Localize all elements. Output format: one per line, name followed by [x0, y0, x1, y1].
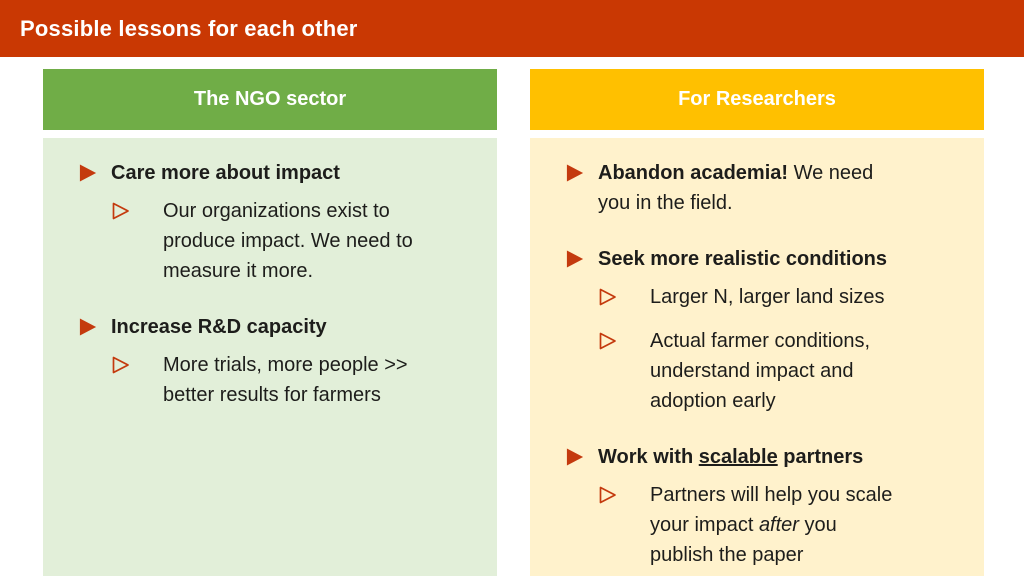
- bullet-text: Care more about impact: [111, 158, 340, 188]
- text-run: after: [758, 514, 799, 536]
- bullet-text: Work with scalable partners: [598, 442, 863, 472]
- sub-bullet-outline-triangle-icon: [112, 202, 129, 220]
- bullet-filled-triangle-icon: [566, 164, 584, 182]
- bullet-filled-triangle-icon: [79, 164, 97, 182]
- text-run: Partners will help you scale your impact: [650, 484, 893, 536]
- sub-bullet-item: Partners will help you scale your impact…: [530, 480, 964, 570]
- text-run: Seek more realistic conditions: [598, 248, 887, 270]
- bullet-filled-triangle-icon: [566, 448, 584, 466]
- bullet-item: Work with scalable partners: [530, 442, 964, 472]
- sub-bullet-outline-triangle-icon: [599, 288, 616, 306]
- text-run: Actual farmer conditions, understand imp…: [650, 330, 871, 412]
- sub-bullet-item: Actual farmer conditions, understand imp…: [530, 326, 964, 416]
- column-header-ngo: The NGO sector: [43, 69, 497, 130]
- bullet-filled-triangle-icon: [79, 318, 97, 336]
- bullet-text: More trials, more people >> better resul…: [163, 350, 408, 410]
- text-run: Care more about impact: [111, 162, 340, 184]
- bullet-text: Actual farmer conditions, understand imp…: [650, 326, 870, 416]
- column-ngo-sector: The NGO sector Care more about impact Our…: [43, 69, 497, 576]
- slide-title: Possible lessons for each other: [20, 15, 358, 41]
- bullet-item: Care more about impact: [43, 158, 477, 188]
- column-header-researchers-label: For Researchers: [678, 88, 836, 110]
- bullet-filled-triangle-icon: [566, 250, 584, 268]
- bullet-text: Our organizations exist to produce impac…: [163, 196, 413, 286]
- text-run: scalable: [698, 446, 778, 468]
- column-header-ngo-label: The NGO sector: [193, 88, 347, 110]
- bullet-text: Increase R&D capacity: [111, 312, 327, 342]
- two-column-layout: The NGO sector Care more about impact Our…: [0, 69, 1024, 576]
- column-body-ngo: Care more about impact Our organizations …: [43, 138, 497, 576]
- column-researchers: For Researchers Abandon academia! We nee…: [530, 69, 984, 576]
- sub-bullet-item: Larger N, larger land sizes: [530, 282, 964, 312]
- sub-bullet-item: More trials, more people >> better resul…: [43, 350, 477, 410]
- text-run: you publish the paper: [650, 514, 837, 566]
- sub-bullet-outline-triangle-icon: [599, 486, 616, 504]
- slide-title-bar: Possible lessons for each other: [0, 0, 1024, 57]
- column-header-researchers: For Researchers: [530, 69, 984, 130]
- bullet-text: Partners will help you scale your impact…: [650, 480, 892, 570]
- bullet-text: Larger N, larger land sizes: [650, 282, 885, 312]
- bullet-text: Abandon academia! We need you in the fie…: [598, 158, 873, 218]
- text-run: We need you in the field.: [598, 162, 874, 214]
- text-run: More trials, more people >> better resul…: [163, 354, 408, 406]
- bullet-item: Increase R&D capacity: [43, 312, 477, 342]
- text-run: Our organizations exist to produce impac…: [163, 200, 413, 282]
- sub-bullet-outline-triangle-icon: [599, 332, 616, 350]
- text-run: Abandon academia!: [598, 162, 789, 184]
- bullet-item: Seek more realistic conditions: [530, 244, 964, 274]
- sub-bullet-item: Our organizations exist to produce impac…: [43, 196, 477, 286]
- text-run: Larger N, larger land sizes: [650, 286, 885, 308]
- text-run: Increase R&D capacity: [111, 316, 327, 338]
- column-body-researchers: Abandon academia! We need you in the fie…: [530, 138, 984, 576]
- bullet-item: Abandon academia! We need you in the fie…: [530, 158, 964, 218]
- text-run: partners: [777, 446, 864, 468]
- text-run: Work with: [598, 446, 699, 468]
- sub-bullet-outline-triangle-icon: [112, 356, 129, 374]
- bullet-text: Seek more realistic conditions: [598, 244, 887, 274]
